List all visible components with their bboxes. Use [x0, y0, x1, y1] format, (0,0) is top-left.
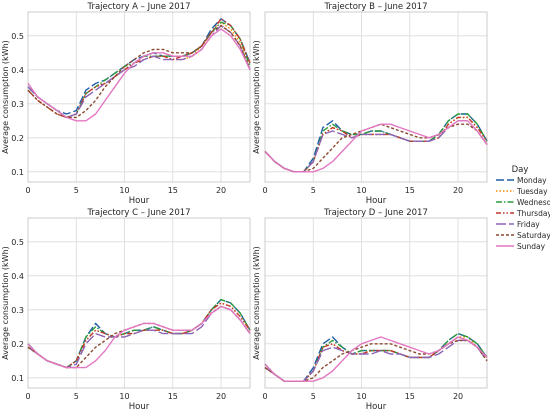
- panel-1-series-sunday: [27, 28, 251, 122]
- legend-label-thursday: Thursday: [516, 209, 550, 218]
- panel-2-x-tick-label: 15: [405, 186, 415, 195]
- legend-title: Day: [512, 165, 529, 175]
- panel-3-x-tick-label: 20: [216, 392, 226, 401]
- panel-3-y-axis-label: Average consumption (kWh): [1, 246, 10, 360]
- legend-label-friday: Friday: [517, 220, 540, 229]
- panel-1-x-tick-label: 0: [25, 186, 30, 195]
- legend-label-saturday: Saturday: [517, 231, 550, 240]
- panel-1-frame: [27, 11, 251, 183]
- panel-3-series-sunday: [27, 305, 251, 369]
- panel-2-x-tick-label: 5: [311, 186, 316, 195]
- panel-3-x-tick-label: 5: [74, 392, 79, 401]
- panel-4-x-axis-label: Hour: [366, 402, 387, 410]
- panel-1-y-axis-label: Average consumption (kWh): [1, 40, 10, 154]
- panel-3-y-tick-label: 0.4: [11, 272, 24, 281]
- panel-1-x-tick-label: 10: [119, 186, 129, 195]
- panel-4-x-tick-label: 15: [405, 392, 415, 401]
- panel-3-plot-area: [28, 218, 250, 388]
- panel-3-y-tick-label: 0.2: [11, 340, 24, 349]
- panel-3-y-tick-label: 0.1: [11, 374, 24, 383]
- panel-2-x-axis-label: Hour: [366, 196, 387, 206]
- panel-4-x-tick-label: 0: [262, 392, 267, 401]
- panel-3-x-tick-label: 15: [168, 392, 178, 401]
- panel-2-y-axis-label: Average consumption (kWh): [252, 40, 261, 154]
- panel-1-x-tick-label: 20: [216, 186, 226, 195]
- panel-3-y-tick-label: 0.3: [11, 306, 24, 315]
- panel-1-title: Trajectory A – June 2017: [87, 2, 191, 12]
- panel-3-x-tick-label: 0: [25, 392, 30, 401]
- panel-1-y-tick-label: 0.2: [11, 134, 24, 143]
- panel-4-x-tick-label: 10: [356, 392, 366, 401]
- panel-3-x-tick-label: 10: [119, 392, 129, 401]
- panel-3-x-axis-label: Hour: [129, 402, 150, 410]
- panel-4-x-tick-label: 5: [311, 392, 316, 401]
- panel-4-title: Trajectory D – June 2017: [323, 208, 428, 218]
- panel-2-series-sunday: [264, 120, 488, 173]
- panel-1-x-tick-label: 15: [168, 186, 178, 195]
- panel-2-series-wednesday: [264, 113, 488, 173]
- panel-2-title: Trajectory B – June 2017: [323, 2, 427, 12]
- panel-3-y-tick-label: 0.5: [11, 238, 24, 247]
- panel-3-series-wednesday: [27, 298, 251, 369]
- panel-3-frame: [27, 217, 251, 389]
- panel-3-title: Trajectory C – June 2017: [86, 208, 190, 218]
- panel-4-x-tick-label: 20: [453, 392, 463, 401]
- panel-1-x-tick-label: 5: [74, 186, 79, 195]
- panel-1-x-axis-label: Hour: [129, 196, 150, 206]
- panel-2-plot-area: [265, 12, 487, 182]
- panel-1-series-monday: [27, 18, 251, 115]
- panel-1-y-tick-label: 0.3: [11, 100, 24, 109]
- panel-2-x-tick-label: 0: [262, 186, 267, 195]
- panel-1-y-tick-label: 0.4: [11, 66, 24, 75]
- panel-2-frame: [264, 11, 488, 183]
- legend-label-tuesday: Tuesday: [516, 187, 548, 196]
- legend-label-sunday: Sunday: [517, 242, 546, 251]
- panel-4-series-sunday: [264, 336, 488, 382]
- panel-4-y-axis-label: Average consumption (kWh): [252, 246, 261, 360]
- panel-1-plot-area: [28, 12, 250, 182]
- legend-label-monday: Monday: [517, 176, 547, 185]
- panel-4-frame: [264, 217, 488, 389]
- panel-4-plot-area: [265, 218, 487, 388]
- panel-1-y-tick-label: 0.1: [11, 168, 24, 177]
- legend-label-wednesday: Wednesday: [517, 198, 550, 207]
- panel-2-x-tick-label: 10: [356, 186, 366, 195]
- panel-2-x-tick-label: 20: [453, 186, 463, 195]
- panel-1-y-tick-label: 0.5: [11, 32, 24, 41]
